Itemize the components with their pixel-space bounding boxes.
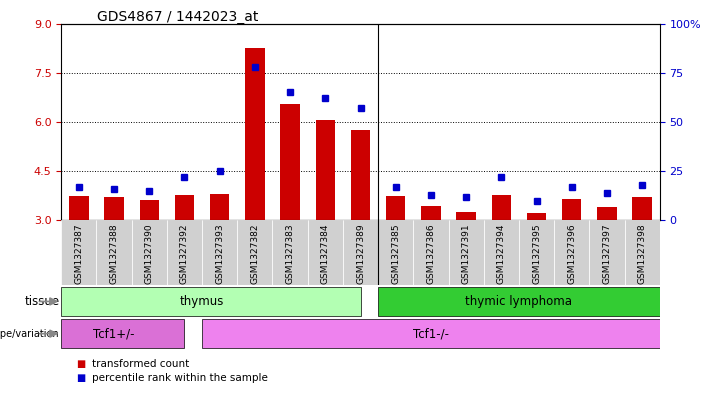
Bar bbox=[351, 130, 370, 220]
Text: Tcf1+/-: Tcf1+/- bbox=[93, 327, 135, 340]
Bar bbox=[386, 196, 405, 220]
Text: Tcf1-/-: Tcf1-/- bbox=[413, 327, 449, 340]
Text: GSM1327395: GSM1327395 bbox=[532, 224, 541, 285]
Text: GSM1327390: GSM1327390 bbox=[145, 224, 154, 285]
Bar bbox=[105, 197, 124, 220]
Bar bbox=[61, 287, 360, 316]
Bar bbox=[413, 220, 448, 285]
Bar bbox=[97, 220, 132, 285]
Text: genotype/variation: genotype/variation bbox=[0, 329, 60, 339]
Bar bbox=[632, 197, 652, 220]
Bar bbox=[343, 220, 378, 285]
Text: GSM1327382: GSM1327382 bbox=[250, 224, 260, 284]
Text: GSM1327396: GSM1327396 bbox=[567, 224, 576, 285]
Bar bbox=[448, 220, 484, 285]
Text: GSM1327387: GSM1327387 bbox=[74, 224, 84, 285]
Bar bbox=[273, 220, 308, 285]
Text: GSM1327383: GSM1327383 bbox=[286, 224, 295, 285]
Bar bbox=[280, 104, 300, 220]
Bar bbox=[562, 199, 581, 220]
Bar bbox=[210, 194, 229, 220]
Bar bbox=[378, 287, 660, 316]
Bar bbox=[484, 220, 519, 285]
Bar bbox=[202, 319, 660, 348]
Bar bbox=[597, 207, 616, 220]
Text: GSM1327389: GSM1327389 bbox=[356, 224, 365, 285]
Text: ■: ■ bbox=[76, 358, 85, 369]
Text: GSM1327392: GSM1327392 bbox=[180, 224, 189, 284]
Bar bbox=[245, 48, 265, 220]
Text: GSM1327398: GSM1327398 bbox=[637, 224, 647, 285]
Bar bbox=[378, 220, 413, 285]
Bar bbox=[132, 220, 167, 285]
Text: percentile rank within the sample: percentile rank within the sample bbox=[92, 373, 267, 383]
Bar bbox=[69, 196, 89, 220]
Text: transformed count: transformed count bbox=[92, 358, 189, 369]
Text: GSM1327385: GSM1327385 bbox=[392, 224, 400, 285]
Bar bbox=[421, 206, 441, 220]
Bar bbox=[492, 195, 511, 220]
Text: GSM1327397: GSM1327397 bbox=[603, 224, 611, 285]
Bar bbox=[237, 220, 273, 285]
Bar bbox=[554, 220, 589, 285]
Bar bbox=[167, 220, 202, 285]
Text: thymus: thymus bbox=[180, 295, 224, 308]
Bar bbox=[589, 220, 624, 285]
Text: GDS4867 / 1442023_at: GDS4867 / 1442023_at bbox=[97, 9, 259, 24]
Text: tissue: tissue bbox=[25, 295, 60, 308]
Bar bbox=[61, 319, 185, 348]
Bar bbox=[308, 220, 343, 285]
Text: GSM1327394: GSM1327394 bbox=[497, 224, 506, 284]
Text: GSM1327391: GSM1327391 bbox=[461, 224, 471, 285]
Text: GSM1327393: GSM1327393 bbox=[215, 224, 224, 285]
Bar bbox=[624, 220, 660, 285]
Bar bbox=[61, 220, 97, 285]
Text: GSM1327386: GSM1327386 bbox=[426, 224, 435, 285]
Text: GSM1327384: GSM1327384 bbox=[321, 224, 329, 284]
Bar bbox=[202, 220, 237, 285]
Bar bbox=[456, 212, 476, 220]
Text: GSM1327388: GSM1327388 bbox=[110, 224, 118, 285]
Bar bbox=[527, 213, 547, 220]
Bar bbox=[174, 195, 194, 220]
Text: thymic lymphoma: thymic lymphoma bbox=[466, 295, 572, 308]
Bar bbox=[140, 200, 159, 220]
Text: ■: ■ bbox=[76, 373, 85, 383]
Bar bbox=[316, 120, 335, 220]
Bar bbox=[519, 220, 554, 285]
